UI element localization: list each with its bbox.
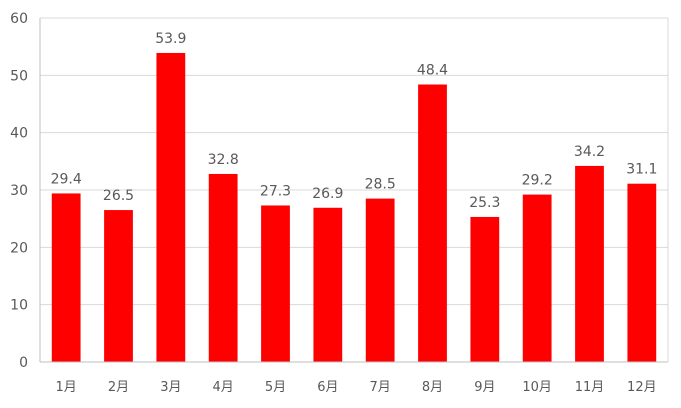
data-label-7: 28.5 [365,177,396,193]
data-label-2: 26.5 [103,188,134,204]
bar-7 [365,198,395,362]
x-tick-label-4: 4月 [213,380,234,395]
bar-11 [575,165,604,362]
x-tick-label-7: 7月 [370,380,391,395]
bar-4 [208,173,238,362]
bar-1 [51,193,81,362]
x-tick-label-12: 12月 [627,380,657,395]
bar-12 [627,183,657,362]
x-tick-label-5: 5月 [265,380,286,395]
x-tick-label-8: 8月 [422,380,443,395]
gridlines [40,17,668,306]
data-labels: 29.4 26.5 53.9 32.8 27.3 26.9 28.5 48.4 25.3 29.2… [51,31,658,211]
y-axis-ticks: 0 10 20 30 40 50 60 [10,11,28,371]
data-label-4: 32.8 [208,152,239,168]
bar-3 [156,52,186,363]
data-label-11: 34.2 [574,144,605,160]
bars [51,52,657,363]
x-tick-label-11: 11月 [575,380,605,395]
data-label-3: 53.9 [155,31,186,47]
data-label-8: 48.4 [417,63,448,79]
data-label-9: 25.3 [469,195,500,211]
bar-2 [104,210,133,362]
data-label-10: 29.2 [522,173,553,189]
data-label-6: 26.9 [312,186,343,202]
y-tick-label: 50 [10,68,28,84]
x-tick-label-6: 6月 [317,380,338,395]
data-label-1: 29.4 [51,171,82,187]
y-tick-label: 0 [19,355,28,371]
x-axis-ticks: 1月 2月 3月 4月 5月 6月 7月 8月 9月 10月 11月 12月 [56,380,657,395]
x-tick-label-3: 3月 [160,380,181,395]
axes [39,17,669,363]
y-tick-label: 10 [10,298,28,314]
y-tick-label: 60 [10,11,28,27]
y-tick-label: 40 [10,126,28,142]
bar-10 [522,194,552,362]
bar-9 [470,216,500,362]
data-label-5: 27.3 [260,183,291,199]
data-label-12: 31.1 [626,162,657,178]
bar-5 [261,205,290,362]
bar-6 [313,207,343,362]
y-tick-label: 20 [10,240,28,256]
y-tick-label: 30 [10,183,28,199]
bar-8 [418,84,447,363]
x-tick-label-9: 9月 [474,380,495,395]
x-tick-label-2: 2月 [108,380,129,395]
x-tick-label-1: 1月 [56,380,77,395]
x-tick-label-10: 10月 [522,380,552,395]
